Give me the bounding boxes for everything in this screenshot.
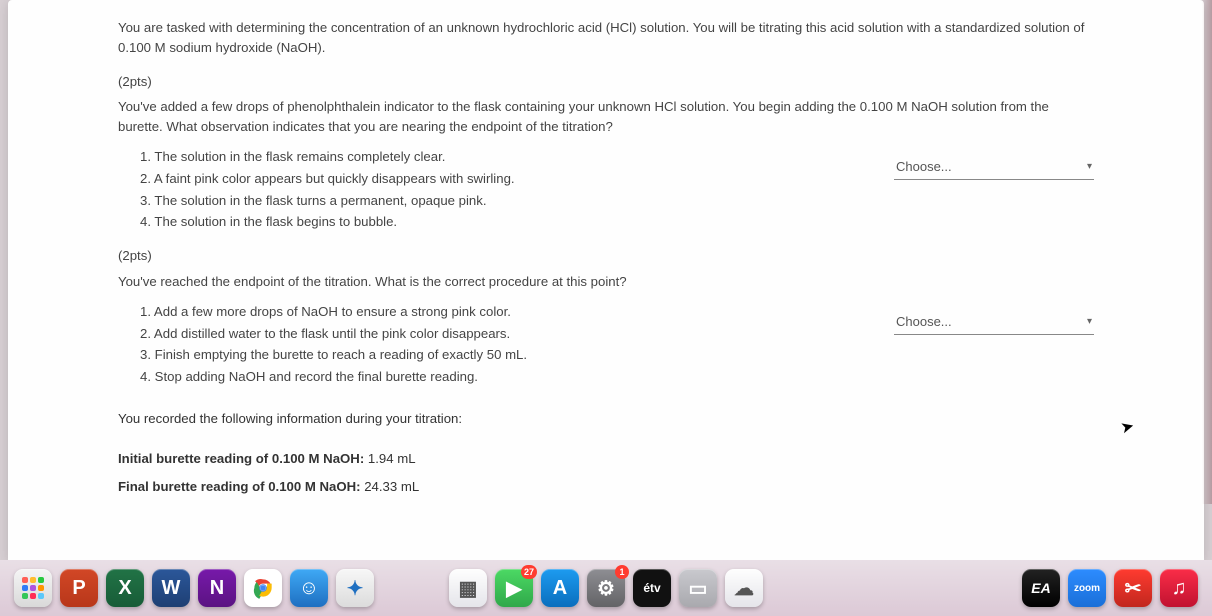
q2-prompt: You've reached the endpoint of the titra…: [118, 272, 1094, 292]
recorded-info-text: You recorded the following information d…: [118, 409, 1094, 429]
settings-badge: 1: [615, 565, 629, 579]
settings-icon[interactable]: ⚙1: [587, 569, 625, 607]
finder-icon[interactable]: ☺: [290, 569, 328, 607]
chevron-down-icon: ▾: [1087, 159, 1092, 174]
browser-window: You are tasked with determining the conc…: [8, 0, 1204, 560]
q1-row: 1. The solution in the flask remains com…: [118, 147, 1094, 234]
appstore-icon[interactable]: A: [541, 569, 579, 607]
onenote-icon[interactable]: N: [198, 569, 236, 607]
zoom-icon[interactable]: zoom: [1068, 569, 1106, 607]
app-generic-3-icon[interactable]: ☁: [725, 569, 763, 607]
facetime-icon[interactable]: ▶27: [495, 569, 533, 607]
zoom-label: zoom: [1074, 583, 1100, 594]
word-icon[interactable]: W: [152, 569, 190, 607]
chrome-icon[interactable]: [244, 569, 282, 607]
macos-dock: P X W N ☺ ✦ ▦ ▶27 A ⚙1 étv ▭ ☁ EA zoom ✂…: [0, 560, 1212, 616]
initial-reading-value: 1.94 mL: [368, 451, 416, 466]
quiz-content: You are tasked with determining the conc…: [8, 18, 1204, 516]
desktop-area: You are tasked with determining the conc…: [0, 0, 1212, 560]
q1-answer-dropdown[interactable]: Choose... ▾: [894, 153, 1094, 181]
q1-option-1: 1. The solution in the flask remains com…: [140, 147, 864, 167]
music-icon[interactable]: ♫: [1160, 569, 1198, 607]
q2-answer-dropdown[interactable]: Choose... ▾: [894, 308, 1094, 336]
facetime-badge: 27: [521, 565, 537, 579]
ea-label: EA: [1031, 580, 1050, 596]
q2-row: 1. Add a few more drops of NaOH to ensur…: [118, 302, 1094, 389]
q2-option-2: 2. Add distilled water to the flask unti…: [140, 324, 864, 344]
q1-choose-label: Choose...: [896, 157, 952, 177]
launchpad-icon[interactable]: [14, 569, 52, 607]
app-generic-1-icon[interactable]: ▦: [449, 569, 487, 607]
q2-options: 1. Add a few more drops of NaOH to ensur…: [118, 302, 864, 389]
final-reading: Final burette reading of 0.100 M NaOH: 2…: [118, 477, 1094, 497]
appletv-icon[interactable]: étv: [633, 569, 671, 607]
q1-points: (2pts): [118, 72, 1094, 92]
excel-icon[interactable]: X: [106, 569, 144, 607]
utility-icon[interactable]: ✂: [1114, 569, 1152, 607]
screen-bezel: [1202, 0, 1212, 504]
appletv-label: étv: [643, 581, 660, 595]
q1-prompt: You've added a few drops of phenolphthal…: [118, 97, 1094, 137]
q2-points: (2pts): [118, 246, 1094, 266]
q1-option-4: 4. The solution in the flask begins to b…: [140, 212, 864, 232]
q2-option-3: 3. Finish emptying the burette to reach …: [140, 345, 864, 365]
chevron-down-icon: ▾: [1087, 314, 1092, 329]
final-reading-label: Final burette reading of 0.100 M NaOH:: [118, 479, 361, 494]
final-reading-value: 24.33 mL: [364, 479, 419, 494]
q2-choose-label: Choose...: [896, 312, 952, 332]
app-generic-2-icon[interactable]: ▭: [679, 569, 717, 607]
cursor-icon: ➤: [1118, 415, 1137, 442]
initial-reading-label: Initial burette reading of 0.100 M NaOH:: [118, 451, 364, 466]
powerpoint-icon[interactable]: P: [60, 569, 98, 607]
q2-option-1: 1. Add a few more drops of NaOH to ensur…: [140, 302, 864, 322]
initial-reading: Initial burette reading of 0.100 M NaOH:…: [118, 449, 1094, 469]
q2-option-4: 4. Stop adding NaOH and record the final…: [140, 367, 864, 387]
safari-icon[interactable]: ✦: [336, 569, 374, 607]
q1-options: 1. The solution in the flask remains com…: [118, 147, 864, 234]
q1-option-3: 3. The solution in the flask turns a per…: [140, 191, 864, 211]
q1-option-2: 2. A faint pink color appears but quickl…: [140, 169, 864, 189]
ea-app-icon[interactable]: EA: [1022, 569, 1060, 607]
intro-text: You are tasked with determining the conc…: [118, 18, 1094, 58]
